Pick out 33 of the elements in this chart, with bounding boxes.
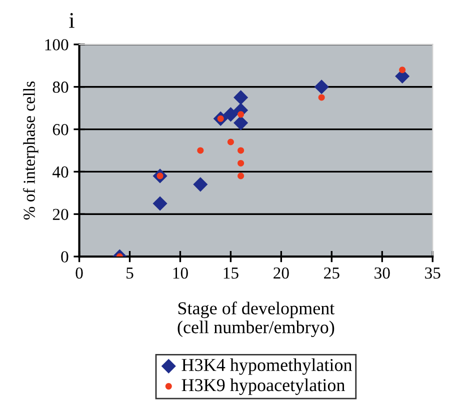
point	[234, 116, 248, 130]
x-tick-label: 20	[274, 267, 289, 279]
x-tick-label: 30	[374, 267, 390, 279]
x-tick-label: 25	[324, 267, 340, 279]
chart-title: i	[69, 13, 74, 28]
x-axis-title: Stage of development (cell number/embryo)	[178, 302, 335, 338]
x-tick-label: 15	[224, 268, 238, 279]
point	[197, 147, 204, 154]
point	[238, 111, 244, 118]
point	[223, 107, 238, 122]
y-tick-label: 80	[52, 82, 68, 93]
y-tick-label: 0	[61, 251, 68, 262]
point	[238, 147, 244, 154]
x-tick-label: 5	[126, 268, 134, 279]
point	[399, 66, 406, 74]
y-tick-label: 100	[45, 39, 68, 50]
point	[193, 177, 208, 192]
legend-label: H3K9 hypoacetylation	[182, 378, 345, 395]
x-tick-label: 35	[425, 267, 440, 279]
point	[227, 138, 234, 146]
x-tick-label: 10	[173, 267, 188, 279]
x-tick-label: 0	[76, 267, 83, 279]
point	[318, 94, 325, 101]
y-axis-title: % of interphase cells	[23, 81, 38, 220]
point	[152, 196, 168, 211]
point	[238, 172, 244, 180]
y-tick-label: 20	[52, 208, 68, 220]
legend-label: H3K4 hypomethylation	[182, 358, 352, 375]
point	[234, 90, 248, 105]
y-tick-label: 40	[52, 166, 68, 178]
point	[238, 160, 244, 166]
y-tick-label: 60	[52, 124, 68, 136]
point	[314, 80, 329, 94]
